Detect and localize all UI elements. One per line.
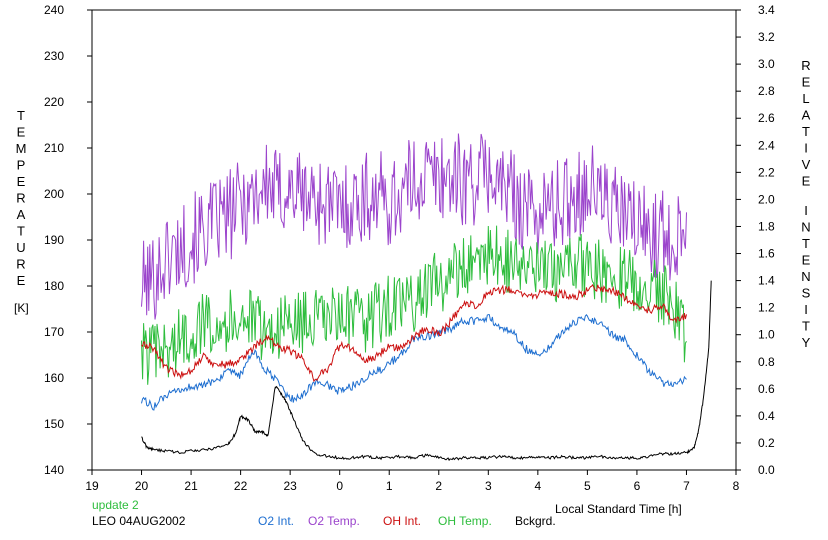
- y-right-tick-label: 3.4: [758, 3, 775, 17]
- axis-label-letter: E: [802, 75, 811, 90]
- axis-label-letter: E: [17, 125, 26, 140]
- x-tick-label: 20: [135, 479, 149, 493]
- legend-entry-oh-int: OH Int.: [383, 514, 421, 528]
- y-left-tick-label: 240: [44, 3, 64, 17]
- y-left-axis-unit: [K]: [14, 301, 29, 315]
- y-right-tick-label: 3.2: [758, 30, 775, 44]
- x-axis-ticks: 19 20 21 22 23 0 1 2 3 4 5 6 7 8: [85, 470, 740, 493]
- y-right-tick-label: 2.4: [758, 138, 775, 152]
- legend-entry-oh-temp: OH Temp.: [438, 514, 492, 528]
- y-left-tick-label: 140: [44, 463, 64, 477]
- legend: O2 Int. O2 Temp. OH Int. OH Temp. Bckgrd.: [258, 514, 556, 528]
- site-date-annotation: LEO 04AUG2002: [92, 514, 186, 528]
- x-tick-label: 23: [283, 479, 297, 493]
- axis-label-letter: E: [17, 273, 26, 288]
- y-right-tick-label: 2.0: [758, 192, 775, 206]
- y-left-tick-label: 190: [44, 233, 64, 247]
- axis-label-letter: S: [802, 286, 811, 301]
- x-tick-label: 6: [634, 479, 641, 493]
- axis-label-letter: N: [801, 269, 810, 284]
- x-tick-label: 22: [234, 479, 248, 493]
- x-tick-label: 8: [733, 479, 740, 493]
- y-left-tick-label: 210: [44, 141, 64, 155]
- x-tick-label: 19: [85, 479, 99, 493]
- y-right-tick-label: 1.6: [758, 247, 775, 261]
- series-group: [141, 133, 712, 462]
- x-tick-label: 7: [683, 479, 690, 493]
- axis-label-letter: T: [802, 236, 810, 251]
- series-line-oh-temp: [141, 225, 687, 385]
- update-annotation: update 2: [92, 498, 139, 512]
- axis-label-letter: I: [804, 141, 808, 156]
- axis-label-letter: N: [801, 220, 810, 235]
- y-left-tick-label: 220: [44, 95, 64, 109]
- series-line-oh-int: [141, 283, 687, 383]
- y-right-tick-label: 1.4: [758, 274, 775, 288]
- x-tick-label: 21: [184, 479, 198, 493]
- x-tick-label: 3: [485, 479, 492, 493]
- x-tick-label: 5: [584, 479, 591, 493]
- y-right-tick-label: 0.8: [758, 355, 775, 369]
- y-left-tick-label: 200: [44, 187, 64, 201]
- axis-label-letter: M: [16, 141, 27, 156]
- y-left-axis-ticks: 140 150 160 170 180 190 200 210 220 230 240: [44, 3, 92, 477]
- axis-label-letter: T: [802, 319, 810, 334]
- axis-label-letter: I: [804, 302, 808, 317]
- y-right-tick-label: 2.6: [758, 111, 775, 125]
- axis-label-letter: A: [17, 207, 26, 222]
- y-left-tick-label: 170: [44, 325, 64, 339]
- legend-entry-o2-temp: O2 Temp.: [308, 514, 360, 528]
- axis-label-letter: I: [804, 203, 808, 218]
- y-right-tick-label: 0.4: [758, 409, 775, 423]
- axis-label-letter: E: [802, 253, 811, 268]
- y-right-axis-ticks: 0.0 0.2 0.4 0.6 0.8 1.0 1.2 1.4 1.6 1.8 2.0 2.2 2.4 2…: [736, 3, 775, 477]
- axis-label-letter: U: [16, 240, 25, 255]
- axis-label-letter: R: [16, 257, 25, 272]
- y-left-tick-label: 160: [44, 371, 64, 385]
- axis-label-letter: E: [802, 174, 811, 189]
- x-tick-label: 0: [336, 479, 343, 493]
- axis-label-letter: Y: [802, 335, 811, 350]
- x-axis-label: Local Standard Time [h]: [555, 502, 682, 516]
- y-right-tick-label: 0.6: [758, 382, 775, 396]
- axis-label-letter: P: [17, 158, 26, 173]
- x-tick-label: 1: [386, 479, 393, 493]
- legend-entry-o2-int: O2 Int.: [258, 514, 294, 528]
- y-right-tick-label: 1.2: [758, 301, 775, 315]
- series-line-bckgrd: [141, 280, 712, 462]
- y-right-tick-label: 1.8: [758, 219, 775, 233]
- y-right-tick-label: 1.0: [758, 328, 775, 342]
- axis-label-letter: T: [17, 224, 25, 239]
- y-left-tick-label: 230: [44, 49, 64, 63]
- y-left-tick-label: 150: [44, 417, 64, 431]
- y-right-tick-label: 0.0: [758, 463, 775, 477]
- axis-label-letter: R: [801, 58, 810, 73]
- axis-label-letter: E: [17, 174, 26, 189]
- axis-label-letter: V: [802, 157, 811, 172]
- axis-label-letter: L: [802, 91, 809, 106]
- axis-label-letter: A: [802, 108, 811, 123]
- legend-entry-bckgrd: Bckgrd.: [515, 514, 556, 528]
- y-right-tick-label: 2.2: [758, 165, 775, 179]
- y-right-tick-label: 3.0: [758, 57, 775, 71]
- axis-label-letter: R: [16, 191, 25, 206]
- x-tick-label: 2: [435, 479, 442, 493]
- series-line-o2-int: [141, 314, 687, 411]
- y-right-tick-label: 0.2: [758, 436, 775, 450]
- y-left-tick-label: 180: [44, 279, 64, 293]
- axis-label-letter: T: [17, 108, 25, 123]
- series-line-o2-temp: [141, 133, 687, 320]
- y-right-tick-label: 2.8: [758, 84, 775, 98]
- axis-label-letter: T: [802, 124, 810, 139]
- x-tick-label: 4: [535, 479, 542, 493]
